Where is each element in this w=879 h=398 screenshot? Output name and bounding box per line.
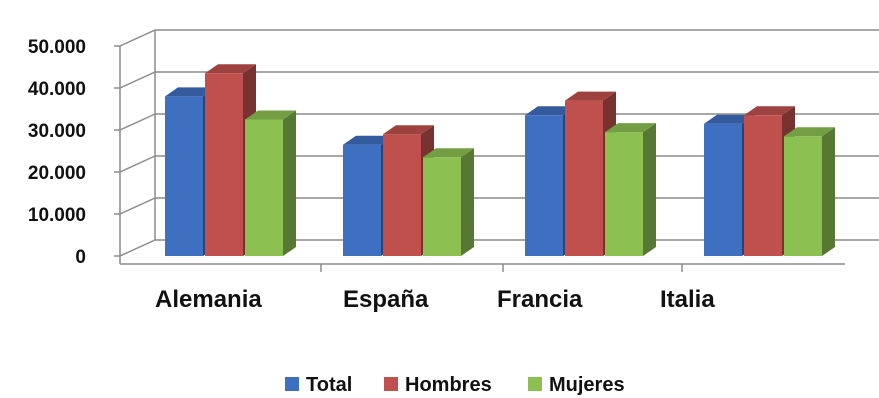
legend-item: Hombres <box>384 374 492 396</box>
bar <box>423 148 474 256</box>
legend-item: Total <box>285 374 352 396</box>
legend-label: Mujeres <box>549 374 625 396</box>
legend: Total Hombres Mujeres <box>285 374 625 396</box>
legend-label: Total <box>306 374 352 396</box>
y-tick-label: 50.000 <box>28 37 86 58</box>
y-tick-label: 10.000 <box>28 205 86 226</box>
x-tick-label: Italia <box>660 286 715 313</box>
bar <box>784 127 835 256</box>
x-tick-label: Francia <box>497 286 583 313</box>
y-tick-label: 30.000 <box>28 121 86 142</box>
y-tick-label: 40.000 <box>28 79 86 100</box>
x-axis: Alemania España Francia Italia <box>120 263 845 313</box>
bar <box>245 110 296 256</box>
gridline <box>119 71 879 89</box>
x-tick-label: España <box>343 286 429 313</box>
y-tick-label: 0 <box>75 247 86 268</box>
legend-swatch <box>384 377 398 391</box>
x-tick-label: Alemania <box>155 286 262 313</box>
legend-swatch <box>285 377 299 391</box>
legend-item: Mujeres <box>528 374 625 396</box>
gridline <box>119 29 879 47</box>
bars <box>165 64 835 257</box>
bar <box>605 123 656 256</box>
y-axis: 0 10.000 20.000 30.000 40.000 50.000 <box>28 37 121 268</box>
legend-swatch <box>528 377 542 391</box>
y-tick-label: 20.000 <box>28 163 86 184</box>
legend-label: Hombres <box>405 374 492 396</box>
